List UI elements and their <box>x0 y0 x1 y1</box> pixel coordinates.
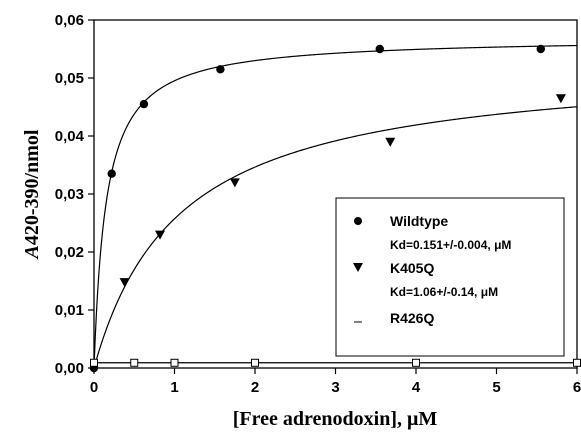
data-point-wildtype <box>375 44 384 54</box>
x-tick-label: 4 <box>412 379 421 396</box>
y-tick-label: 0,06 <box>55 12 84 29</box>
x-tick-label: 2 <box>251 379 259 396</box>
x-tick-label: 1 <box>170 379 178 396</box>
data-point-wildtype <box>216 65 225 74</box>
y-axis-title: A420-390/nmol <box>21 129 43 260</box>
y-axis-title-rest: 420-390/nmol <box>21 129 43 245</box>
legend-box <box>335 197 565 357</box>
data-point-r426q <box>90 358 98 367</box>
legend-marker-wildtype <box>354 217 362 225</box>
data-point-k405q <box>385 137 396 147</box>
data-point-wildtype <box>139 99 149 109</box>
legend-label-r426q: R426Q <box>390 310 434 326</box>
legend-kd-wildtype: Kd=0.151+/-0.004, μM <box>390 238 511 252</box>
data-points <box>89 44 581 373</box>
fit-curve-wildtype <box>93 44 578 369</box>
y-tick-label: 0,02 <box>55 244 84 261</box>
data-point-wildtype <box>107 169 116 178</box>
legend-label-k405q: K405Q <box>390 260 434 276</box>
legend-label-wildtype: Wildtype <box>390 213 448 229</box>
data-point-wildtype <box>536 44 545 54</box>
data-point-k405q <box>119 278 130 288</box>
x-tick-label: 3 <box>331 379 339 396</box>
data-point-r426q <box>251 358 259 367</box>
legend-kd-k405q: Kd=1.06+/-0.14, μM <box>390 285 498 299</box>
x-tick-label: 5 <box>492 379 500 396</box>
data-point-k405q <box>229 178 240 188</box>
data-point-k405q <box>555 94 566 104</box>
y-tick-label: 0,00 <box>55 360 84 377</box>
data-point-r426q <box>130 358 139 367</box>
y-axis-title-italic: A <box>21 245 43 260</box>
data-point-r426q <box>412 358 420 367</box>
axis-ticks: 0 1 2 3 4 5 6 0,00 0,01 0,02 0,03 0,04 0,05 0,06 <box>55 12 581 396</box>
fit-curve-k405q <box>93 106 578 369</box>
x-tick-label: 0 <box>90 379 98 396</box>
x-tick-label: 6 <box>573 379 581 396</box>
data-point-k405q <box>155 230 166 240</box>
legend: Wildtype Kd=0.151+/-0.004, μM K405Q Kd=1… <box>335 197 565 357</box>
y-tick-label: 0,01 <box>55 302 84 319</box>
y-tick-label: 0,03 <box>55 186 84 203</box>
data-point-r426q <box>170 358 179 367</box>
y-tick-label: 0,05 <box>55 70 84 87</box>
data-point-r426q <box>573 358 581 367</box>
y-tick-label: 0,04 <box>55 128 85 145</box>
x-axis-title: [Free adrenodoxin], μM <box>233 408 438 430</box>
legend-marker-k405q <box>353 263 363 272</box>
